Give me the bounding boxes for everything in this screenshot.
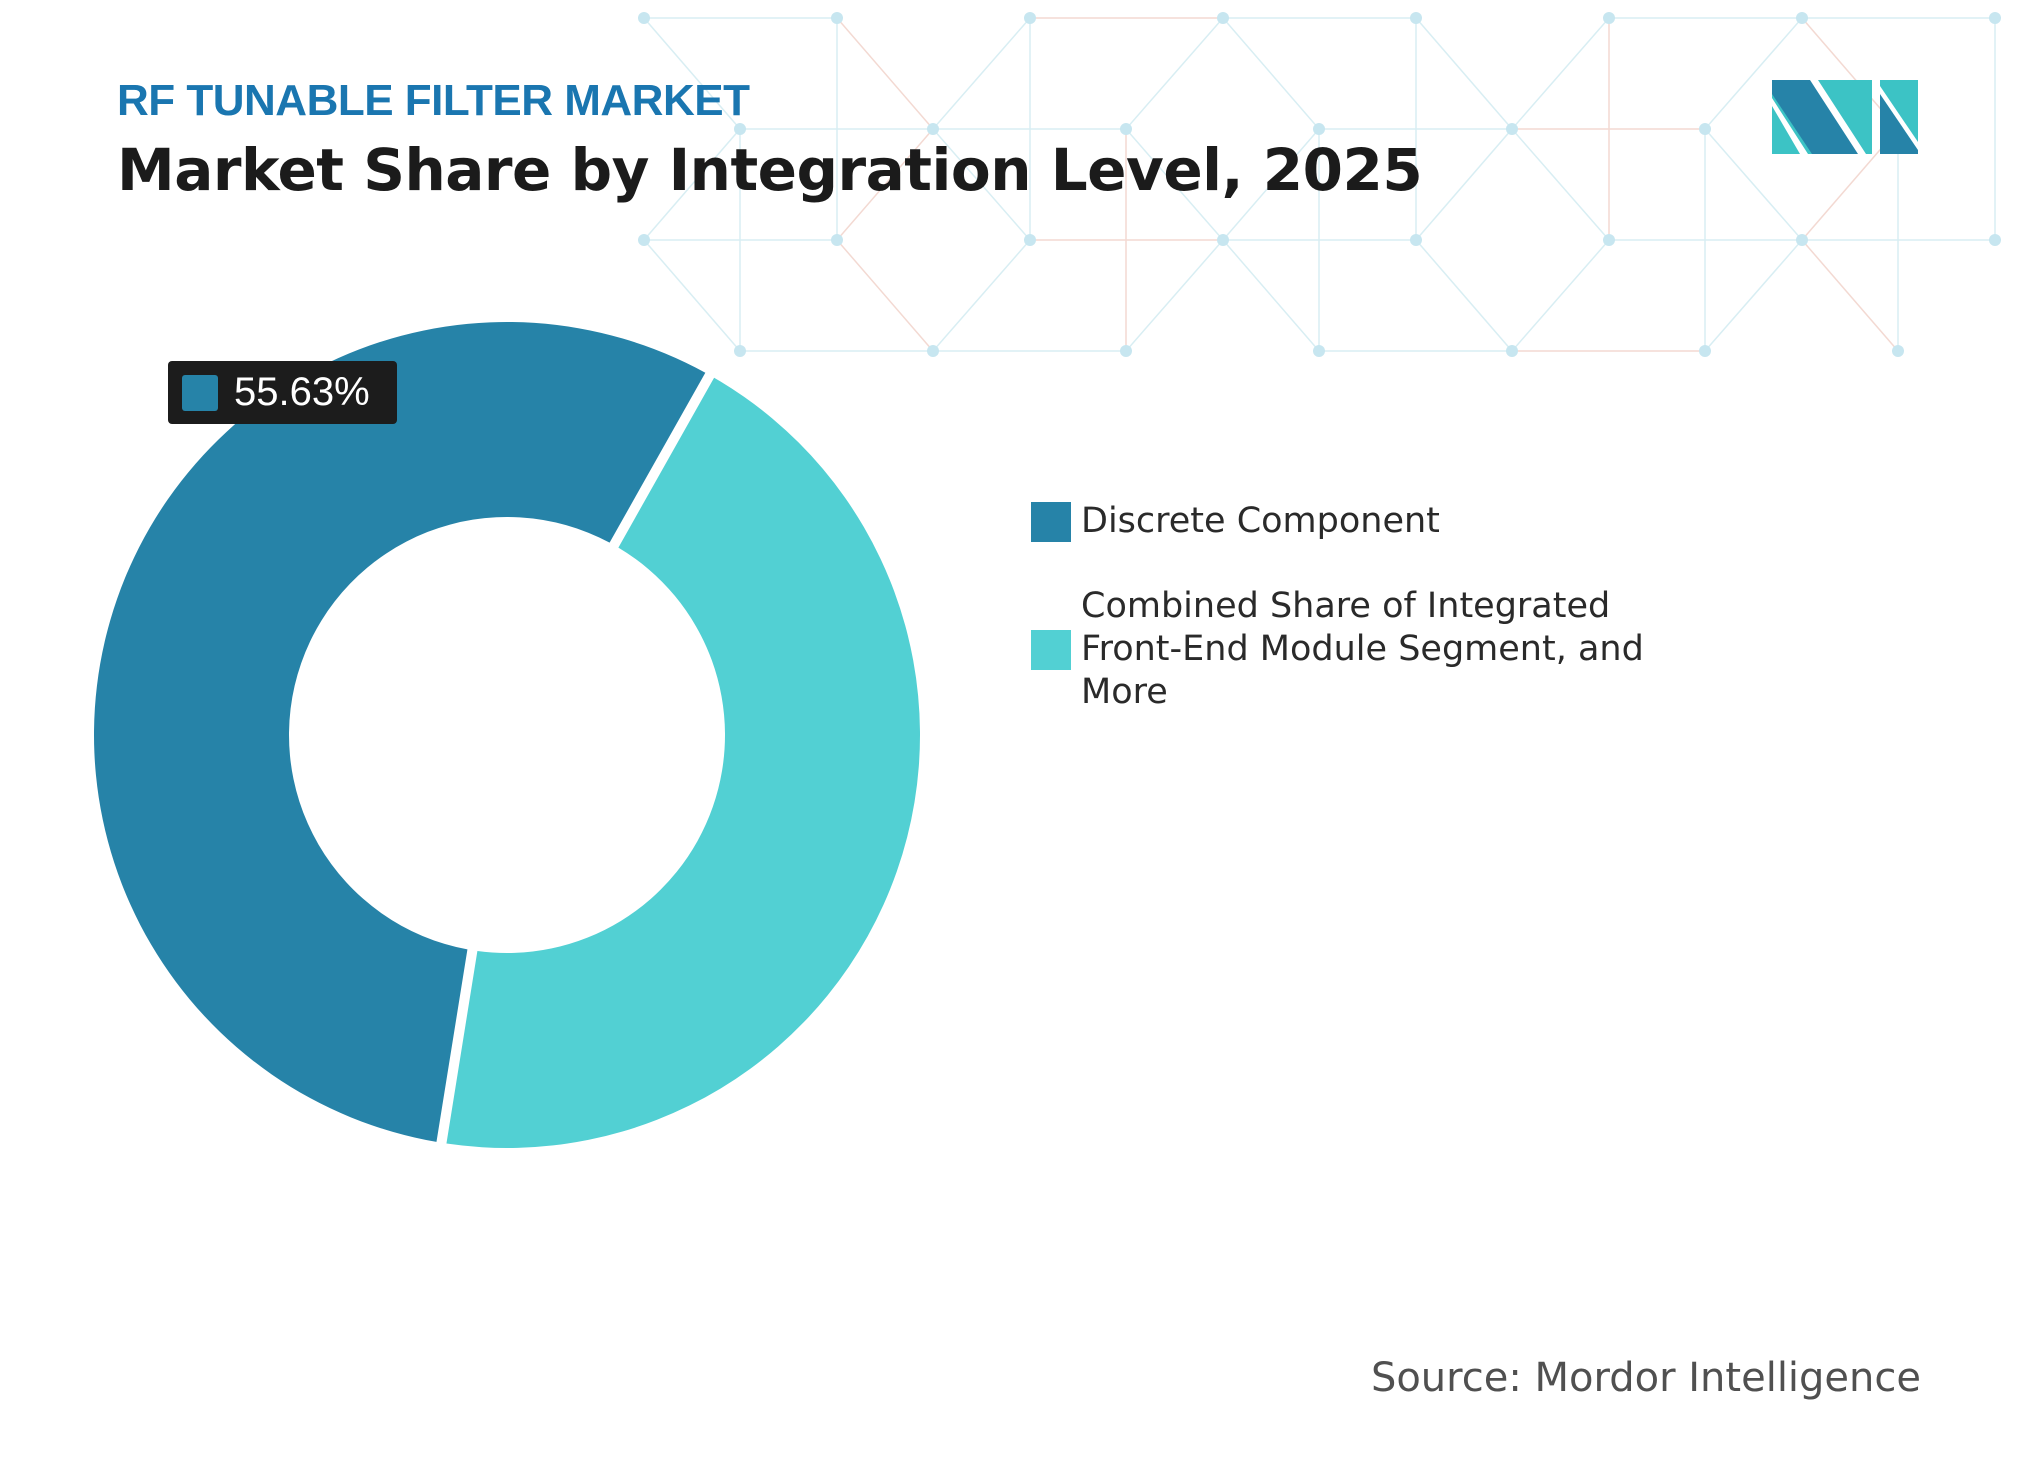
- network-line: [836, 239, 934, 352]
- network-node: [1603, 12, 1615, 24]
- network-line: [643, 128, 741, 241]
- network-node: [1217, 234, 1229, 246]
- network-node: [1989, 234, 2001, 246]
- network-node: [1410, 12, 1422, 24]
- source-note: Source: Mordor Intelligence: [1370, 1355, 1921, 1401]
- network-line: [836, 128, 934, 241]
- network-line: [1415, 17, 1513, 130]
- network-node: [1217, 12, 1229, 24]
- network-line: [1222, 128, 1320, 241]
- network-node: [1699, 123, 1711, 135]
- network-node: [831, 234, 843, 246]
- network-line: [1222, 17, 1320, 130]
- network-line: [1125, 128, 1224, 241]
- network-node: [1313, 123, 1325, 135]
- network-line: [1511, 128, 1610, 241]
- network-line: [1704, 239, 1803, 352]
- network-line: [932, 128, 1031, 241]
- network-node: [734, 123, 746, 135]
- network-line: [1125, 239, 1224, 352]
- legend-item-discrete[interactable]: Discrete Component: [1031, 500, 1691, 543]
- network-line: [643, 239, 741, 352]
- legend-item-combined[interactable]: Combined Share of Integrated Front-End M…: [1031, 585, 1691, 714]
- donut-slice-discrete-component[interactable]: [93, 321, 706, 1142]
- network-node: [1699, 345, 1711, 357]
- network-node: [1313, 345, 1325, 357]
- data-label-discrete: 55.63%: [168, 361, 397, 424]
- network-line: [836, 17, 934, 130]
- legend-label: Combined Share of Integrated Front-End M…: [1081, 586, 1644, 712]
- network-node: [831, 12, 843, 24]
- donut-slice-combined-integrated[interactable]: [446, 377, 921, 1149]
- network-node: [1120, 123, 1132, 135]
- network-node: [1796, 12, 1808, 24]
- network-line: [643, 17, 741, 130]
- network-node: [1989, 12, 2001, 24]
- network-line: [1704, 17, 1803, 130]
- chart-kicker: RF TUNABLE FILTER MARKET: [117, 76, 750, 125]
- data-label-swatch: [182, 374, 218, 411]
- network-node: [1410, 234, 1422, 246]
- network-node: [1506, 345, 1518, 357]
- network-node: [1506, 123, 1518, 135]
- network-node: [1892, 345, 1904, 357]
- network-node: [638, 234, 650, 246]
- legend-swatch: [1031, 629, 1071, 670]
- network-node: [1024, 12, 1036, 24]
- network-line: [932, 239, 1031, 352]
- legend: Discrete Component Combined Share of Int…: [1031, 500, 1691, 756]
- network-node: [1603, 234, 1615, 246]
- chart-title: Market Share by Integration Level, 2025: [117, 136, 1423, 204]
- network-line: [1125, 17, 1224, 130]
- network-line: [1704, 128, 1803, 241]
- data-label-value: 55.63%: [234, 370, 370, 414]
- network-node: [1024, 234, 1036, 246]
- network-node: [1120, 345, 1132, 357]
- network-node: [927, 345, 939, 357]
- network-line: [1801, 239, 1899, 352]
- network-line: [1511, 239, 1610, 352]
- network-node: [927, 123, 939, 135]
- network-node: [734, 345, 746, 357]
- network-line: [1222, 239, 1320, 352]
- network-line: [1415, 239, 1513, 352]
- mordor-logo: [1772, 80, 1918, 154]
- network-node: [638, 12, 650, 24]
- network-line: [932, 17, 1031, 130]
- legend-label: Discrete Component: [1081, 501, 1440, 541]
- network-line: [1415, 128, 1513, 241]
- network-node: [1796, 234, 1808, 246]
- legend-swatch: [1031, 501, 1071, 542]
- network-line: [1511, 17, 1610, 130]
